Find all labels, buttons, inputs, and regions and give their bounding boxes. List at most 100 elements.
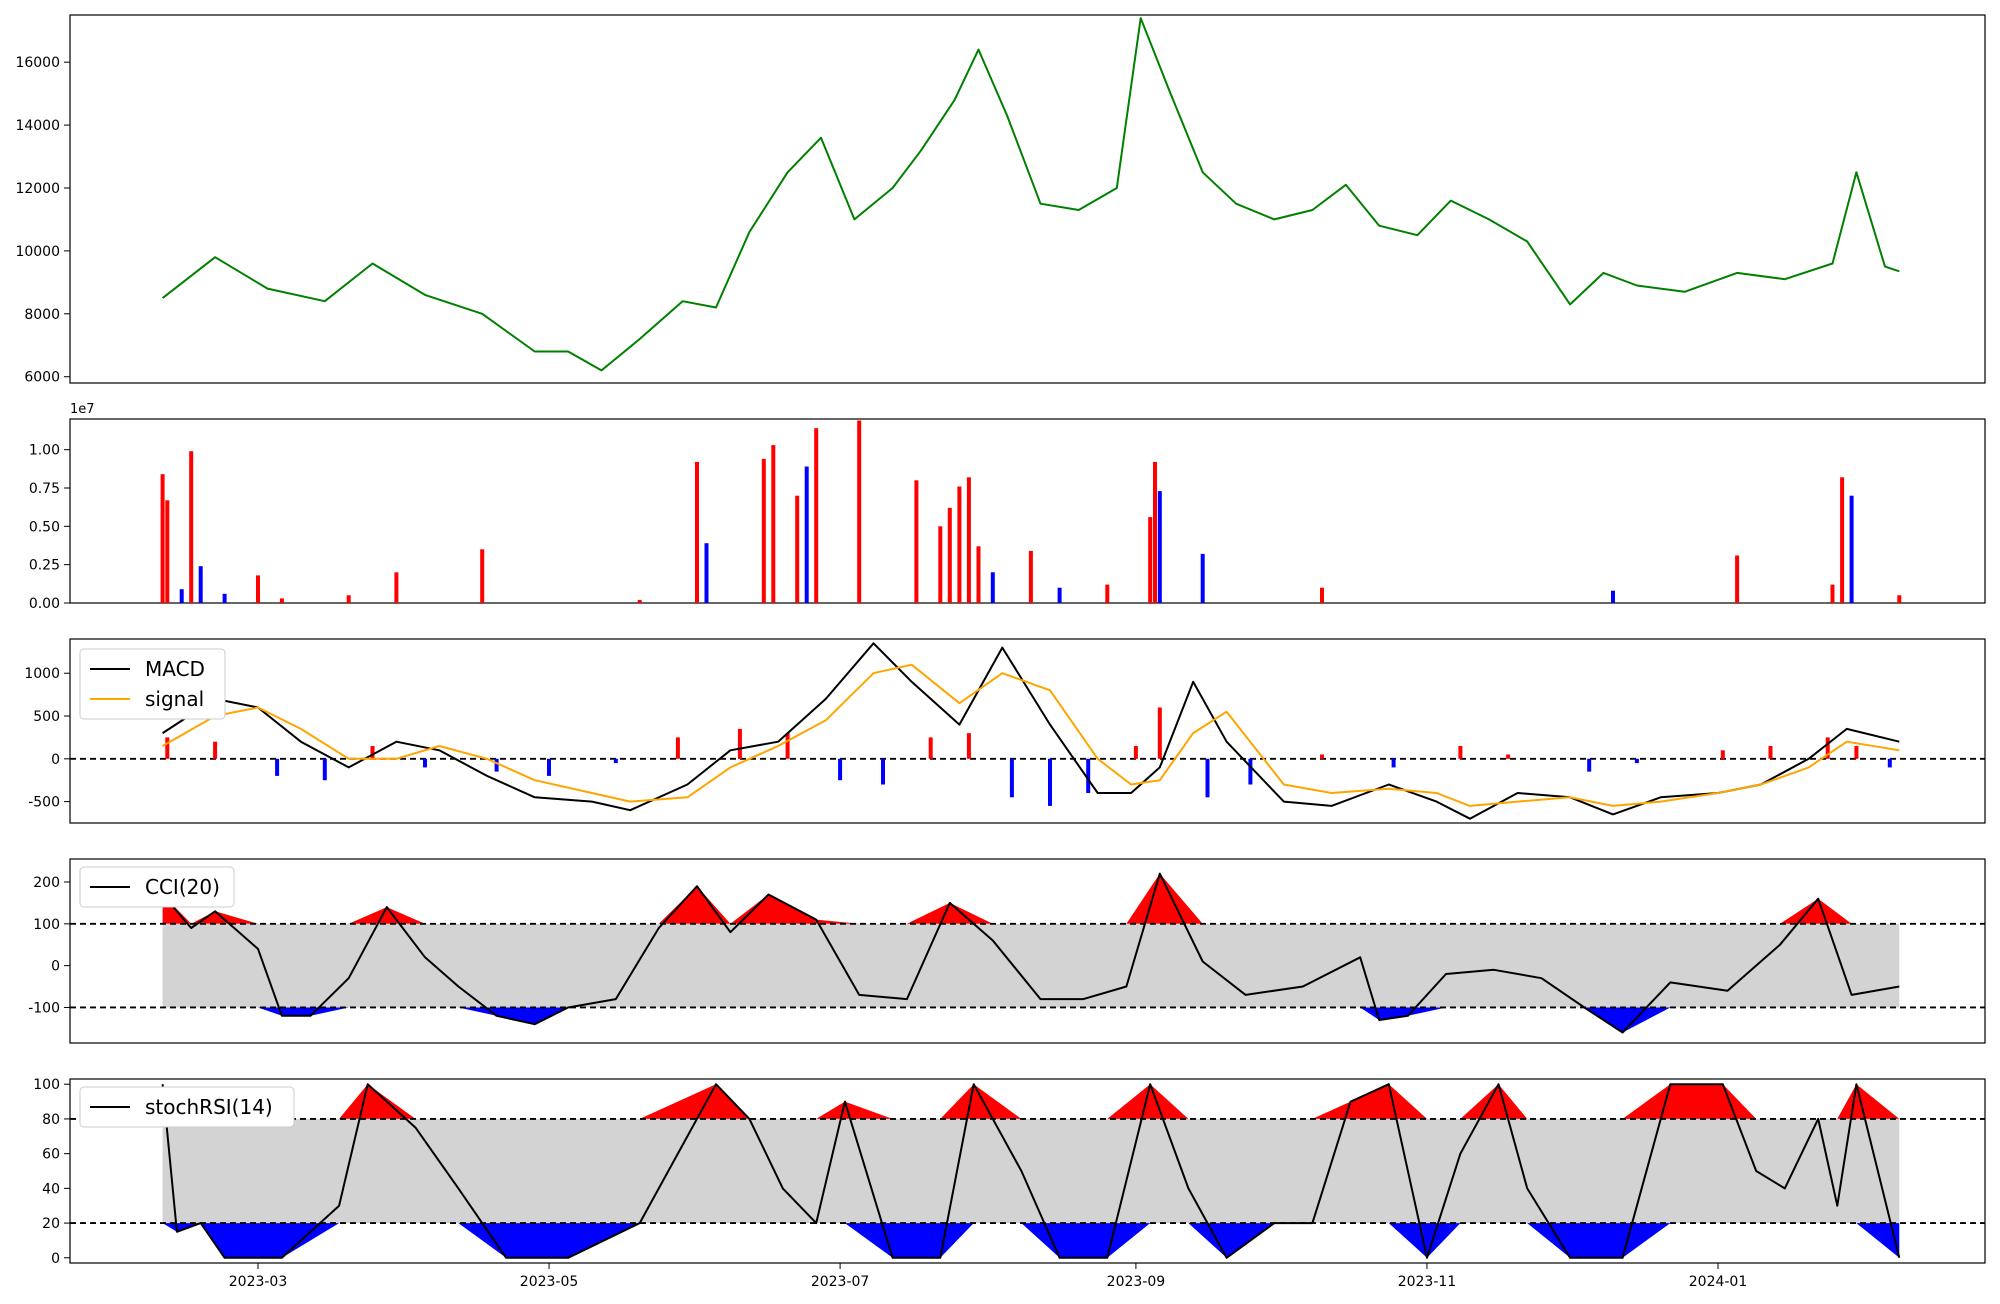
volume-bar — [976, 546, 981, 603]
macd-histogram-bar — [1086, 758, 1091, 793]
macd-histogram-bar — [165, 737, 170, 759]
volume-bar — [279, 598, 284, 603]
macd-line — [162, 642, 1900, 820]
stochrsi-overbought-fill — [162, 1084, 1900, 1119]
volume-bar — [198, 566, 203, 603]
panel-volume: 0.00 0.25 0.50 0.75 1.00 — [29, 418, 1986, 612]
y-tick-label: 1000 — [24, 666, 60, 682]
macd-histogram-bar — [1048, 758, 1052, 806]
macd-histogram-bar — [1248, 758, 1253, 785]
price-frame — [69, 14, 1986, 384]
volume-bar — [1148, 517, 1153, 603]
y-tick-label: 0.25 — [29, 558, 60, 574]
cci-oversold-fill — [162, 1007, 1900, 1033]
volume-bar — [179, 589, 184, 603]
legend-label-signal: signal — [145, 687, 204, 711]
volume-bar — [1057, 587, 1062, 603]
macd-histogram-bar — [1458, 746, 1463, 759]
macd-histogram-bar — [423, 758, 427, 768]
legend-label-cci: CCI(20) — [145, 875, 220, 899]
macd-histogram-bar — [1320, 754, 1324, 759]
volume-bar — [1153, 461, 1157, 603]
y-tick-label: 10000 — [15, 244, 60, 260]
volume-bar — [1028, 550, 1033, 603]
macd-histogram-bar — [1157, 707, 1162, 759]
macd-histogram-bar — [213, 741, 218, 759]
volume-bar — [637, 599, 642, 603]
macd-histogram-bar — [370, 746, 375, 759]
y-tick-label: 200 — [33, 875, 60, 891]
volume-bar — [480, 549, 485, 603]
volume-offset-label: 1e7 — [70, 402, 95, 417]
macd-histogram-bar — [1506, 754, 1511, 759]
volume-bars — [160, 420, 1902, 603]
x-tick-label: 2023-09 — [1107, 1274, 1166, 1290]
volume-bar — [957, 486, 962, 603]
macd-histogram-bar — [1205, 758, 1210, 798]
macd-histogram-bar — [1587, 758, 1592, 772]
volume-bar — [966, 477, 971, 603]
macd-histogram-bar — [881, 758, 885, 785]
volume-bar — [1849, 495, 1854, 603]
cci-legend: CCI(20) — [79, 866, 235, 908]
y-tick-label: 0 — [51, 1251, 60, 1267]
volume-bar — [189, 451, 194, 603]
volume-bar — [1200, 553, 1205, 603]
x-tick-label: 2023-03 — [229, 1274, 288, 1290]
panel-cci: -100 0 100 200 — [28, 858, 1986, 1044]
volume-bar — [160, 474, 165, 603]
y-tick-label: 1.00 — [29, 443, 60, 459]
y-tick-label: 40 — [42, 1181, 60, 1197]
macd-histogram-bar — [838, 758, 843, 781]
panel-macd: -500 0 500 1000 — [24, 638, 1986, 824]
stochrsi-legend: stochRSI(14) — [79, 1086, 295, 1128]
volume-bar — [165, 500, 170, 603]
macd-frame — [69, 638, 1986, 824]
volume-bar — [1735, 555, 1740, 603]
y-tick-label: 100 — [33, 917, 60, 933]
x-tick-label: 2023-05 — [520, 1274, 579, 1290]
macd-histogram-bar — [1634, 758, 1639, 764]
legend-label-stochrsi: stochRSI(14) — [145, 1095, 273, 1119]
volume-bar — [1105, 584, 1110, 603]
y-tick-label: 0.50 — [29, 519, 60, 535]
x-tick-label: 2024-01 — [1689, 1274, 1748, 1290]
price-line — [161, 17, 1900, 372]
macd-histogram-bar — [928, 737, 933, 759]
stochrsi-oversold-fill — [162, 1223, 1900, 1258]
macd-histogram-bar — [737, 728, 742, 759]
volume-bar — [1611, 590, 1615, 603]
volume-bar — [256, 575, 260, 603]
y-tick-label: 0 — [51, 959, 60, 975]
y-tick-label: -100 — [28, 1000, 60, 1016]
macd-histogram-bar — [494, 758, 499, 772]
x-tick-label: 2023-11 — [1398, 1274, 1457, 1290]
macd-histogram-bar — [275, 758, 280, 776]
macd-legend: MACD signal — [79, 648, 226, 720]
volume-bar — [990, 572, 995, 603]
macd-histogram-bar — [1391, 758, 1396, 768]
macd-histogram-bar — [547, 758, 551, 776]
y-tick-label: 6000 — [24, 370, 60, 386]
y-tick-label: 0 — [51, 752, 60, 768]
macd-histogram-bar — [1009, 758, 1014, 798]
y-tick-label: 0.75 — [29, 481, 60, 497]
cci-overbought-fill — [162, 873, 1900, 924]
macd-histogram-bar — [613, 758, 618, 764]
cci-neutral-band — [162, 923, 1900, 1008]
volume-bar — [947, 507, 952, 603]
macd-histogram-bar — [785, 733, 790, 759]
stochrsi-neutral-band — [162, 1118, 1900, 1224]
volume-bar — [857, 420, 862, 603]
volume-bar — [1157, 491, 1162, 603]
macd-histogram — [165, 707, 1892, 806]
volume-bar — [394, 572, 399, 603]
volume-frame — [69, 418, 1986, 604]
y-tick-label: 80 — [42, 1112, 60, 1128]
cci-line — [161, 872, 1900, 1034]
cci-frame — [69, 858, 1986, 1044]
y-tick-label: 20 — [42, 1216, 60, 1232]
volume-bar — [346, 595, 351, 603]
